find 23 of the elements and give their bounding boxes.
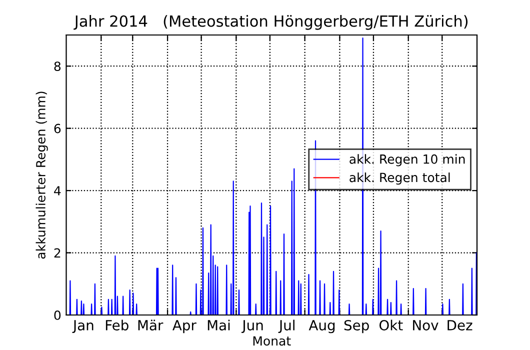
x-axis-title: Monat [253, 336, 291, 346]
y-tick-label: 2 [54, 248, 60, 258]
chart-title: Jahr 2014 (Meteostation Hönggerberg/ETH Zürich) [74, 15, 468, 30]
y-tick-label: 8 [54, 62, 61, 72]
y-axis-title: akkumulierter Regen (mm) [36, 92, 48, 259]
x-tick-label: Nov [413, 320, 438, 330]
x-tick-label: Dez [448, 320, 472, 330]
x-tick-label: Mai [208, 320, 230, 330]
x-tick-label: Mär [138, 320, 164, 330]
x-tick-label: Apr [172, 320, 196, 334]
x-tick-label: Feb [106, 320, 128, 330]
x-tick-label: Jan [72, 320, 94, 334]
x-tick-label: Jul [278, 320, 294, 334]
y-tick-label: 4 [54, 186, 61, 196]
y-tick-label: 6 [54, 124, 61, 134]
line-series [69, 38, 477, 315]
x-tick-label: Jun [241, 320, 263, 334]
x-tick-label: Sep [344, 320, 369, 334]
legend-label: akk. Regen total [350, 172, 450, 185]
y-tick-label: 0 [54, 310, 61, 320]
x-tick-label: Aug [308, 320, 335, 334]
legend-label: akk. Regen 10 min [350, 154, 465, 166]
x-tick-label: Okt [379, 320, 403, 330]
